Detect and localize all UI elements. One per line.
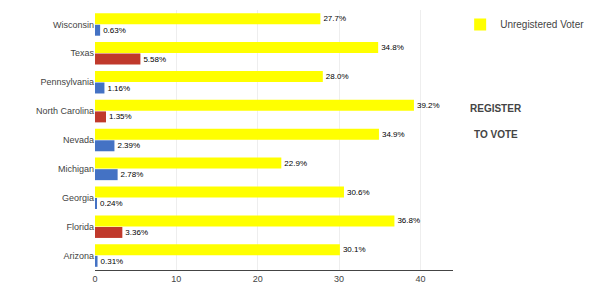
- svg-text:2.78%: 2.78%: [121, 170, 144, 179]
- svg-text:TO VOTE: TO VOTE: [474, 129, 518, 140]
- svg-text:3.36%: 3.36%: [125, 228, 148, 237]
- svg-text:10: 10: [171, 274, 181, 284]
- svg-text:Michigan: Michigan: [58, 164, 94, 174]
- svg-text:Unregistered Voter: Unregistered Voter: [500, 19, 584, 30]
- svg-text:Pennsylvania: Pennsylvania: [40, 77, 94, 87]
- svg-text:REGISTER: REGISTER: [470, 103, 522, 114]
- svg-text:0.24%: 0.24%: [100, 199, 123, 208]
- svg-text:5.58%: 5.58%: [143, 55, 166, 64]
- svg-text:0.31%: 0.31%: [101, 257, 124, 266]
- svg-text:22.9%: 22.9%: [284, 159, 307, 168]
- svg-text:North Carolina: North Carolina: [36, 106, 94, 116]
- svg-text:34.9%: 34.9%: [382, 130, 405, 139]
- svg-text:2.39%: 2.39%: [117, 141, 140, 150]
- svg-text:Nevada: Nevada: [63, 135, 94, 145]
- svg-text:20: 20: [253, 274, 263, 284]
- svg-text:36.8%: 36.8%: [397, 216, 420, 225]
- svg-text:28.0%: 28.0%: [326, 72, 349, 81]
- svg-text:0.63%: 0.63%: [103, 26, 126, 35]
- svg-text:0: 0: [92, 274, 97, 284]
- svg-text:39.2%: 39.2%: [417, 101, 440, 110]
- svg-text:34.8%: 34.8%: [381, 43, 404, 52]
- svg-text:30.1%: 30.1%: [343, 245, 366, 254]
- svg-text:1.35%: 1.35%: [109, 112, 132, 121]
- svg-text:Arizona: Arizona: [63, 251, 94, 261]
- svg-text:Texas: Texas: [70, 48, 94, 58]
- svg-text:Wisconsin: Wisconsin: [53, 20, 94, 30]
- svg-text:Georgia: Georgia: [62, 193, 94, 203]
- svg-text:30: 30: [334, 274, 344, 284]
- svg-text:30.6%: 30.6%: [347, 188, 370, 197]
- svg-text:Florida: Florida: [66, 222, 94, 232]
- svg-text:40: 40: [415, 274, 425, 284]
- svg-text:27.7%: 27.7%: [323, 14, 346, 23]
- svg-text:1.16%: 1.16%: [107, 84, 130, 93]
